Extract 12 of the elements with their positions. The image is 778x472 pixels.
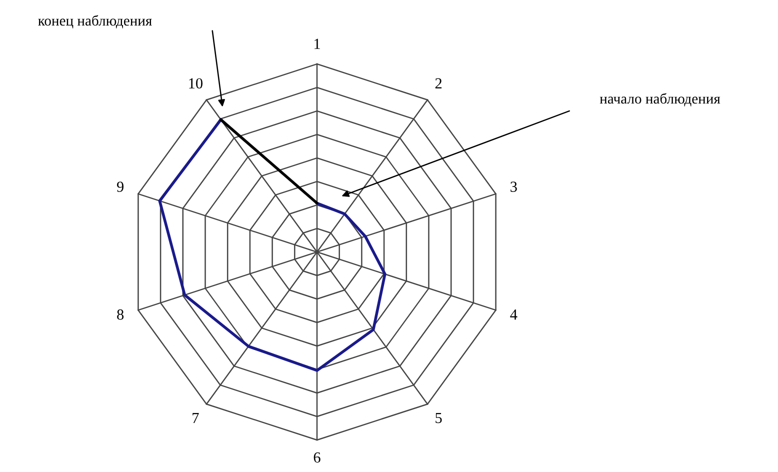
text: начало наблюдения [600,93,720,106]
spoke-label: 7 [192,412,199,423]
spoke-label: 5 [436,412,442,424]
spoke-label: 1 [314,38,320,49]
spoke-label: 4 [510,310,518,320]
spoke-label: 10 [189,78,202,89]
text: конец наблюдения [38,15,152,28]
spoke-label: 9 [116,182,124,192]
spoke-label: 3 [510,182,517,192]
spoke-label: 2 [435,78,442,88]
spoke-label: 8 [117,309,124,320]
spoke-label: 6 [314,452,320,463]
